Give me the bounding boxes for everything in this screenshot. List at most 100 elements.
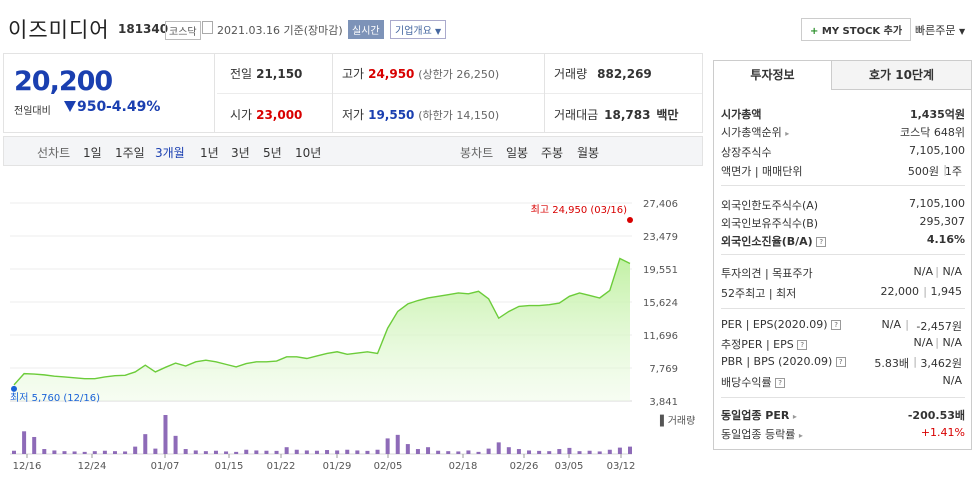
document-icon[interactable] bbox=[202, 21, 213, 34]
realtime-button[interactable]: 실시간 bbox=[348, 20, 384, 39]
open-value: 23,000 bbox=[256, 108, 303, 122]
volume-value: 882,269 bbox=[597, 67, 652, 81]
volume-bar bbox=[587, 450, 592, 454]
opinion-row: 투자의견 | 목표주가 N/A | N/A bbox=[721, 265, 965, 282]
market-cap-rank-row: 시가총액순위 ▸ 코스닥 648위 bbox=[721, 124, 965, 141]
volume-bar bbox=[466, 450, 471, 454]
volume-label: ▌거래량 bbox=[659, 414, 695, 427]
volume-bar bbox=[284, 447, 289, 454]
pbr-bps-label: PBR | BPS (2020.09) ? bbox=[721, 355, 846, 368]
volume-bar bbox=[335, 450, 340, 454]
par-value-row: 액면가 | 매매단위 500원 1주 | bbox=[721, 163, 965, 180]
help-icon[interactable]: ? bbox=[797, 340, 808, 350]
foreign-ratio-value: 4.16% bbox=[926, 233, 965, 246]
add-my-stock-button[interactable]: + MY STOCK 추가 bbox=[801, 18, 912, 41]
x-tick-label: 01/29 bbox=[323, 461, 352, 472]
tab-investment-info[interactable]: 투자정보 bbox=[714, 61, 832, 90]
volume-bar bbox=[274, 450, 279, 454]
divider bbox=[217, 93, 702, 94]
volume-bar bbox=[183, 449, 188, 454]
chart-period-bar: 선차트 1일 1주일 3개월 1년 3년 5년 10년 봉차트 일봉 주봉 월봉 bbox=[3, 136, 703, 166]
x-tick-label: 02/05 bbox=[374, 461, 403, 472]
x-tick-label: 02/26 bbox=[510, 461, 539, 472]
volume-bar bbox=[123, 451, 128, 454]
price-chart[interactable]: 27,406 23,479 19,551 15,624 11,696 7,769 3,841… bbox=[0, 168, 706, 487]
low-annotation: 최저 5,760 (12/16) bbox=[10, 392, 100, 404]
volume-bar bbox=[607, 449, 612, 454]
divider bbox=[721, 397, 965, 398]
pbr-value: 5.83배 bbox=[874, 357, 909, 370]
volume-bar bbox=[254, 450, 259, 454]
stock-header: 이즈미디어 181340 코스닥 2021.03.16 기준(장마감) 실시간 … bbox=[0, 0, 976, 52]
help-icon[interactable]: ? bbox=[835, 357, 846, 367]
volume-bar bbox=[32, 436, 37, 454]
volume-bar bbox=[375, 449, 380, 454]
volume-bar bbox=[628, 446, 632, 454]
help-icon[interactable]: ? bbox=[816, 237, 827, 247]
x-tick-label: 12/24 bbox=[78, 461, 107, 472]
volume-bar bbox=[42, 449, 47, 454]
low-value: 19,550 bbox=[368, 108, 415, 122]
volume-bar bbox=[12, 450, 16, 454]
volume-bar bbox=[213, 450, 218, 454]
foreign-ratio-label: 외국인소진율(B/A) ? bbox=[721, 233, 827, 249]
volume-bar bbox=[345, 449, 350, 454]
volume-bar bbox=[203, 451, 208, 454]
price-summary: 20,200 전일대비 950 -4.49% 전일 21,150 시가 23,000… bbox=[3, 53, 703, 133]
current-price: 20,200 bbox=[14, 66, 113, 97]
divider bbox=[214, 54, 215, 132]
y-tick-label: 27,406 bbox=[643, 199, 678, 210]
high-annotation: 최고 24,950 (03/16) bbox=[531, 204, 627, 216]
change-percent: -4.49% bbox=[106, 99, 161, 115]
volume-bar bbox=[62, 451, 67, 454]
period-1y[interactable]: 1년 bbox=[200, 146, 219, 160]
candle-weekly[interactable]: 주봉 bbox=[541, 146, 564, 160]
volume-bar bbox=[395, 434, 400, 454]
volume-bar bbox=[264, 450, 269, 454]
volume-bar bbox=[143, 434, 148, 454]
period-5y[interactable]: 5년 bbox=[263, 146, 282, 160]
period-10y[interactable]: 10년 bbox=[295, 146, 322, 160]
company-overview-dropdown[interactable]: 기업개요 ▼ bbox=[390, 20, 447, 39]
divider bbox=[721, 254, 965, 255]
divider bbox=[721, 185, 965, 186]
prev-close-label: 전일 bbox=[230, 67, 253, 81]
foreign-ratio-row: 외국인소진율(B/A) ? 4.16% bbox=[721, 233, 965, 250]
foreign-hold-row: 외국인보유주식수(B) 295,307 bbox=[721, 215, 965, 232]
volume-bar bbox=[244, 449, 249, 454]
period-3m[interactable]: 3개월 bbox=[155, 146, 185, 160]
high-value: 24,950 bbox=[368, 67, 415, 81]
pbr-bps-row: PBR | BPS (2020.09) ? 5.83배 | 3,462원 bbox=[721, 355, 965, 372]
quick-order-link[interactable]: 빠른주문 ▼ bbox=[915, 22, 965, 38]
candle-monthly[interactable]: 월봉 bbox=[577, 146, 600, 160]
add-my-stock-label: MY STOCK 추가 bbox=[821, 26, 903, 37]
sector-rate-value: +1.41% bbox=[920, 426, 965, 439]
volume-bar bbox=[173, 435, 178, 454]
market-cap-label: 시가총액 bbox=[721, 108, 762, 121]
candle-chart-label: 봉차트 bbox=[460, 146, 494, 160]
stock-code: 181340 bbox=[118, 22, 169, 36]
volume-bar bbox=[415, 449, 420, 454]
period-1w[interactable]: 1주일 bbox=[115, 146, 145, 160]
volume-bar bbox=[193, 450, 198, 454]
x-tick-label: 01/15 bbox=[215, 461, 244, 472]
volume-bar bbox=[133, 446, 138, 454]
help-icon[interactable]: ? bbox=[831, 320, 842, 330]
volume-bar bbox=[112, 451, 117, 454]
period-3y[interactable]: 3년 bbox=[231, 146, 250, 160]
period-1d[interactable]: 1일 bbox=[83, 146, 102, 160]
volume-bar bbox=[385, 438, 390, 454]
market-badge: 코스닥 bbox=[165, 21, 201, 40]
help-icon[interactable]: ? bbox=[775, 378, 786, 388]
volume-bar bbox=[506, 447, 511, 454]
candle-daily[interactable]: 일봉 bbox=[506, 146, 529, 160]
volume-bar bbox=[365, 450, 370, 454]
volume-bar bbox=[314, 450, 319, 454]
tab-order-book[interactable]: 호가 10단계 bbox=[832, 61, 971, 90]
opinion-label: 투자의견 | 목표주가 bbox=[721, 267, 813, 280]
volume-bar bbox=[426, 447, 431, 454]
x-tick-label: 02/18 bbox=[449, 461, 478, 472]
per-value: N/A bbox=[881, 318, 901, 331]
separator: | bbox=[935, 336, 939, 349]
volume-bar bbox=[325, 450, 330, 454]
